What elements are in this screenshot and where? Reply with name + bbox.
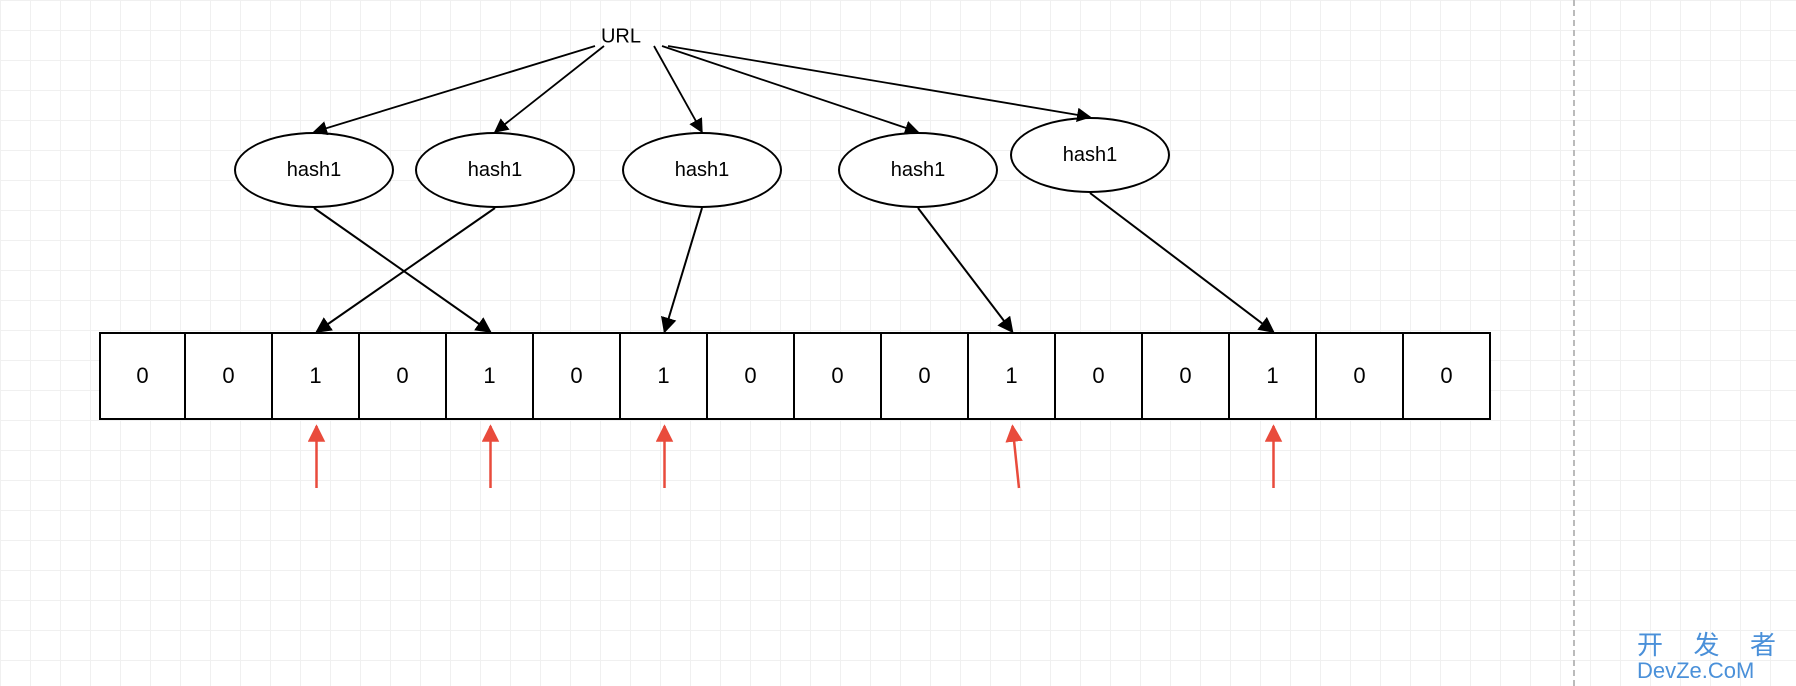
hash-node: hash1 <box>838 132 998 208</box>
watermark-line2: DevZe.CoM <box>1637 659 1788 682</box>
bit-cell: 0 <box>708 332 795 420</box>
bit-array: 0 0 1 0 1 0 1 0 0 0 1 0 0 1 0 0 <box>99 332 1491 420</box>
url-source-label: URL <box>601 26 641 49</box>
bit-cell: 0 <box>186 332 273 420</box>
bit-cell: 1 <box>621 332 708 420</box>
bit-cell: 0 <box>1143 332 1230 420</box>
bit-cell: 0 <box>1404 332 1491 420</box>
bit-value: 0 <box>222 363 234 389</box>
bit-cell: 1 <box>447 332 534 420</box>
bit-value: 0 <box>1440 363 1452 389</box>
bit-cell: 0 <box>1056 332 1143 420</box>
bit-value: 1 <box>1005 363 1017 389</box>
bit-value: 0 <box>1179 363 1191 389</box>
bit-value: 1 <box>483 363 495 389</box>
hash-node: hash1 <box>1010 117 1170 193</box>
hash-node-label: hash1 <box>468 159 523 182</box>
hash-node-label: hash1 <box>891 159 946 182</box>
hash-node: hash1 <box>234 132 394 208</box>
hash-node: hash1 <box>415 132 575 208</box>
bit-cell: 0 <box>534 332 621 420</box>
bit-value: 0 <box>1092 363 1104 389</box>
hash-node-label: hash1 <box>1063 144 1118 167</box>
watermark: 开 发 者 DevZe.CoM <box>1637 632 1788 682</box>
canvas-divider <box>1573 0 1575 686</box>
bit-cell: 0 <box>360 332 447 420</box>
bit-value: 1 <box>657 363 669 389</box>
bit-value: 1 <box>1266 363 1278 389</box>
hash-node: hash1 <box>622 132 782 208</box>
bit-value: 0 <box>396 363 408 389</box>
bit-value: 0 <box>744 363 756 389</box>
hash-node-label: hash1 <box>287 159 342 182</box>
bit-cell: 1 <box>273 332 360 420</box>
bit-cell: 1 <box>969 332 1056 420</box>
bit-cell: 0 <box>1317 332 1404 420</box>
bit-cell: 1 <box>1230 332 1317 420</box>
hash-node-label: hash1 <box>675 159 730 182</box>
bit-cell: 0 <box>99 332 186 420</box>
bit-value: 1 <box>309 363 321 389</box>
bit-value: 0 <box>831 363 843 389</box>
bit-value: 0 <box>918 363 930 389</box>
bit-cell: 0 <box>882 332 969 420</box>
bit-cell: 0 <box>795 332 882 420</box>
watermark-line1: 开 发 者 <box>1637 632 1788 659</box>
bit-value: 0 <box>570 363 582 389</box>
bit-value: 0 <box>136 363 148 389</box>
bit-value: 0 <box>1353 363 1365 389</box>
